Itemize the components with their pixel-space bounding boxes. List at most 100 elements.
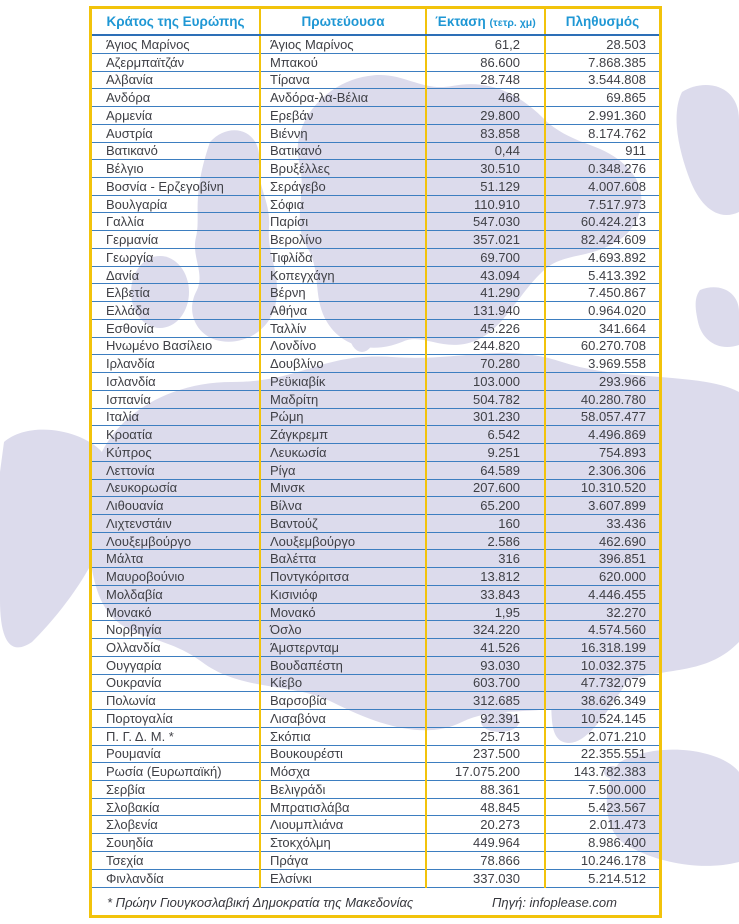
capital-cell: Στοκχόλμη: [260, 833, 427, 852]
capital-cell: Ρίγα: [260, 461, 427, 480]
population-cell: 5.214.512: [545, 869, 659, 889]
table-row: Αυστρία Βιέννη 83.858 8.174.762: [92, 124, 659, 143]
country-cell: Βέλγιο: [92, 159, 261, 179]
table-row: Βουλγαρία Σόφια 110.910 7.517.973: [92, 195, 659, 214]
capital-cell: Λονδίνο: [260, 337, 427, 356]
population-cell: 754.893: [545, 443, 659, 462]
area-cell: 6.542: [426, 425, 546, 445]
area-cell: 504.782: [426, 390, 546, 409]
area-cell: 61,2: [426, 35, 546, 54]
country-cell: Δανία: [92, 266, 261, 285]
country-cell: Μάλτα: [92, 549, 261, 569]
area-cell: 1,95: [426, 603, 546, 622]
capital-cell: Λισαβόνα: [260, 709, 427, 728]
country-cell: Τσεχία: [92, 851, 261, 870]
population-cell: 10.310.520: [545, 479, 659, 498]
capital-cell: Λουξεμβούργο: [260, 532, 427, 551]
table-row: Βατικανό Βατικανό 0,44 911: [92, 142, 659, 161]
country-cell: Λευκορωσία: [92, 479, 261, 498]
population-cell: 40.280.780: [545, 390, 659, 409]
population-cell: 2.991.360: [545, 106, 659, 125]
capital-cell: Αθήνα: [260, 301, 427, 320]
population-cell: 341.664: [545, 319, 659, 338]
capital-cell: Βερολίνο: [260, 230, 427, 249]
population-cell: 3.607.899: [545, 496, 659, 515]
area-cell: 603.700: [426, 674, 546, 693]
table-row: Φινλανδία Ελσίνκι 337.030 5.214.512: [92, 869, 659, 889]
area-cell: 207.600: [426, 479, 546, 498]
country-cell: Αλβανία: [92, 71, 261, 90]
country-cell: Κροατία: [92, 425, 261, 445]
population-cell: 2.011.473: [545, 815, 659, 835]
area-cell: 0,44: [426, 142, 546, 161]
population-cell: 620.000: [545, 567, 659, 586]
table-row: Κροατία Ζάγκρεμπ 6.542 4.496.869: [92, 425, 659, 445]
country-cell: Βατικανό: [92, 142, 261, 161]
table-row: Αρμενία Ερεβάν 29.800 2.991.360: [92, 106, 659, 125]
capital-cell: Ταλλίν: [260, 319, 427, 338]
area-cell: 2.586: [426, 532, 546, 551]
country-cell: Αυστρία: [92, 124, 261, 143]
country-cell: Πολωνία: [92, 691, 261, 711]
population-cell: 293.966: [545, 372, 659, 391]
country-cell: Σλοβακία: [92, 798, 261, 817]
population-cell: 2.306.306: [545, 461, 659, 480]
table-row: Π. Γ. Δ. Μ. * Σκόπια 25.713 2.071.210: [92, 727, 659, 746]
population-cell: 7.500.000: [545, 780, 659, 799]
country-cell: Ισπανία: [92, 390, 261, 409]
area-cell: 48.845: [426, 798, 546, 817]
area-cell: 41.290: [426, 283, 546, 303]
capital-cell: Λευκωσία: [260, 443, 427, 462]
country-cell: Ουκρανία: [92, 674, 261, 693]
area-cell: 78.866: [426, 851, 546, 870]
table-row: Σλοβακία Μπρατισλάβα 48.845 5.423.567: [92, 798, 659, 817]
area-cell: 65.200: [426, 496, 546, 515]
capital-cell: Μπρατισλάβα: [260, 798, 427, 817]
capital-cell: Βαλέττα: [260, 549, 427, 569]
table-row: Λεττονία Ρίγα 64.589 2.306.306: [92, 461, 659, 480]
table-row: Εσθονία Ταλλίν 45.226 341.664: [92, 319, 659, 338]
capital-cell: Βέρνη: [260, 283, 427, 303]
country-cell: Μαυροβούνιο: [92, 567, 261, 586]
table-row: Λιχτενστάιν Βαντούζ 160 33.436: [92, 514, 659, 533]
population-cell: 8.986.400: [545, 833, 659, 852]
population-cell: 47.732.079: [545, 674, 659, 693]
country-cell: Βοσνία - Ερζεγοβίνη: [92, 177, 261, 196]
area-cell: 312.685: [426, 691, 546, 711]
area-cell: 28.748: [426, 71, 546, 90]
area-cell: 41.526: [426, 638, 546, 657]
area-cell: 45.226: [426, 319, 546, 338]
population-cell: 3.969.558: [545, 354, 659, 374]
capital-cell: Βαρσοβία: [260, 691, 427, 711]
country-cell: Ηνωμένο Βασίλειο: [92, 337, 261, 356]
country-cell: Π. Γ. Δ. Μ. *: [92, 727, 261, 746]
country-cell: Ρουμανία: [92, 745, 261, 764]
country-cell: Νορβηγία: [92, 620, 261, 640]
capital-cell: Βουκουρέστι: [260, 745, 427, 764]
capital-cell: Σεράγεβο: [260, 177, 427, 196]
capital-cell: Τίρανα: [260, 71, 427, 90]
country-cell: Ολλανδία: [92, 638, 261, 657]
area-cell: 51.129: [426, 177, 546, 196]
population-cell: 462.690: [545, 532, 659, 551]
table-row: Ελλάδα Αθήνα 131.940 0.964.020: [92, 301, 659, 320]
table-row: Ανδόρα Ανδόρα-λα-Βέλια 468 69.865: [92, 88, 659, 108]
capital-cell: Κισινιόφ: [260, 585, 427, 604]
area-cell: 20.273: [426, 815, 546, 835]
column-header-area: Έκταση (τετρ. χμ): [426, 9, 546, 36]
capital-cell: Πράγα: [260, 851, 427, 870]
area-cell: 316: [426, 549, 546, 569]
capital-cell: Ανδόρα-λα-Βέλια: [260, 88, 427, 108]
table-row: Νορβηγία Όσλο 324.220 4.574.560: [92, 620, 659, 640]
column-header-area-unit: (τετρ. χμ): [489, 16, 536, 29]
footer-row: * Πρώην Γιουγκοσλαβική Δημοκρατία της Μα…: [92, 888, 659, 916]
source-credit: Πηγή: infoplease.com: [491, 895, 617, 910]
table-row: Ουγγαρία Βουδαπέστη 93.030 10.032.375: [92, 656, 659, 675]
country-cell: Λιχτενστάιν: [92, 514, 261, 533]
capital-cell: Μαδρίτη: [260, 390, 427, 409]
table-row: Ελβετία Βέρνη 41.290 7.450.867: [92, 283, 659, 303]
country-cell: Βουλγαρία: [92, 195, 261, 214]
country-cell: Πορτογαλία: [92, 709, 261, 728]
capital-cell: Κοπεγχάγη: [260, 266, 427, 285]
capital-cell: Ρεϋκιαβίκ: [260, 372, 427, 391]
